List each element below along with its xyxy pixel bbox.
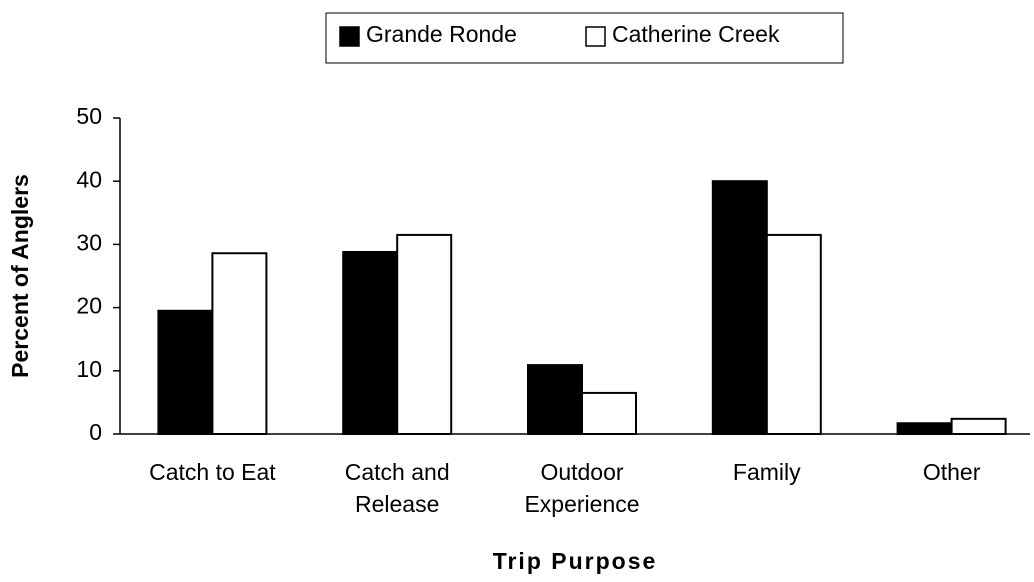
bar <box>211 252 268 435</box>
x-tick-label: Catch and Release <box>345 459 450 517</box>
bar <box>950 417 1007 436</box>
y-tick-label: 40 <box>76 166 102 192</box>
y-tick-label: 50 <box>76 103 102 129</box>
bar <box>527 364 583 435</box>
x-tick-label: Catch to Eat <box>149 459 276 485</box>
x-tick-label-line: Family <box>733 459 801 485</box>
bar <box>396 233 453 435</box>
y-tick-label: 0 <box>89 419 102 445</box>
x-tick-label-line: Experience <box>524 491 639 517</box>
x-tick-label-line: Catch to Eat <box>149 459 276 485</box>
bar <box>896 422 953 436</box>
bar <box>581 391 637 436</box>
x-tick-label-line: Other <box>923 459 981 485</box>
bar <box>157 309 214 436</box>
x-tick-label-line: Catch and <box>345 459 450 485</box>
x-tick-label: Family <box>733 459 801 485</box>
x-tick-label: Other <box>923 459 981 485</box>
y-tick-label: 30 <box>76 229 102 255</box>
x-tick-label-line: Release <box>355 491 439 517</box>
legend-box <box>325 12 844 64</box>
legend-label: Grande Ronde <box>366 21 517 47</box>
legend-swatch <box>339 26 360 47</box>
bar <box>342 250 399 435</box>
y-tick-label: 10 <box>76 356 102 382</box>
x-tick-label: Outdoor Experience <box>524 459 639 517</box>
x-axis-title: Trip Purpose <box>493 548 658 574</box>
bar <box>711 180 768 435</box>
legend-label: Catherine Creek <box>612 21 780 47</box>
y-axis-title: Percent of Anglers <box>7 174 33 378</box>
y-tick-label: 20 <box>76 293 102 319</box>
x-tick-label-line: Outdoor <box>540 459 623 485</box>
bar <box>765 233 822 435</box>
legend-swatch <box>585 26 606 47</box>
